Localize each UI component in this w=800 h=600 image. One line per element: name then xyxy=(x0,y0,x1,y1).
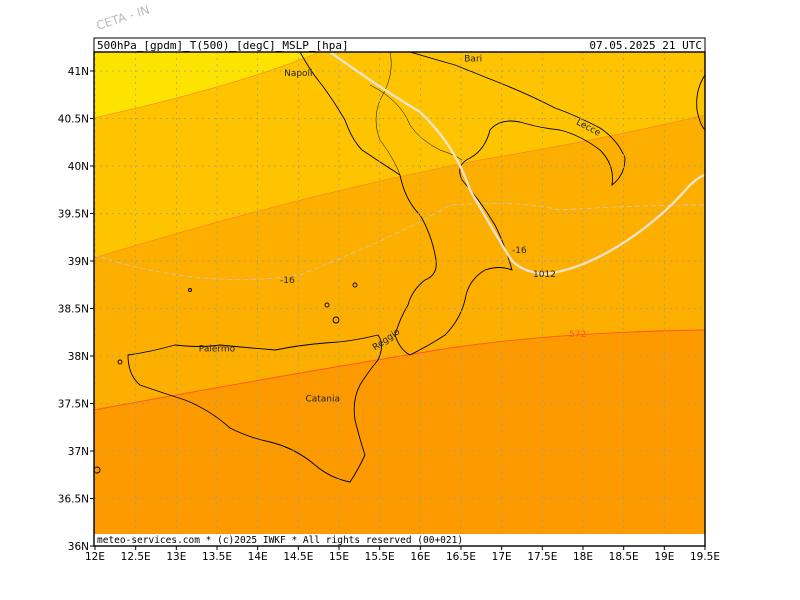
lat-tick-label: 36N xyxy=(68,541,89,553)
lon-tick-label: 16.5E xyxy=(446,551,476,563)
band-1 xyxy=(94,52,320,118)
lat-tick-label: 37N xyxy=(68,446,89,458)
lon-tick-label: 17.5E xyxy=(527,551,557,563)
lon-tick-label: 12E xyxy=(85,551,105,563)
temperature-label-a: -16 xyxy=(512,246,527,256)
lat-tick-label: 40.5N xyxy=(58,114,89,126)
lat-tick-label: 38.5N xyxy=(58,304,89,316)
temperature-label-b: -16 xyxy=(280,276,295,286)
lon-tick-label: 14E xyxy=(248,551,268,563)
isobar-contour xyxy=(329,52,705,276)
lon-tick-label: 12.5E xyxy=(121,551,151,563)
lat-tick-label: 39N xyxy=(68,256,89,268)
header-parameters: 500hPa_[gpdm]_T(500)_[degC]_MSLP_[hpa] xyxy=(97,39,349,52)
lon-tick-label: 18E xyxy=(573,551,593,563)
band-2 xyxy=(94,52,705,258)
watermark-text: CETA - IN xyxy=(95,3,152,33)
lat-tick-label: 41N xyxy=(68,66,89,78)
lon-tick-label: 17E xyxy=(492,551,512,563)
lon-tick-label: 15E xyxy=(329,551,349,563)
isobar-label: 1012 xyxy=(533,270,556,280)
lat-tick-label: 40N xyxy=(68,161,89,173)
coastline xyxy=(94,52,705,483)
lat-tick-label: 36.5N xyxy=(58,494,89,506)
lon-tick-label: 19.5E xyxy=(690,551,720,563)
map-frame xyxy=(93,51,706,547)
lon-tick-label: 16E xyxy=(410,551,430,563)
city-label-catania: Catania xyxy=(305,395,340,405)
temperature-contour xyxy=(94,202,705,280)
lon-tick-label: 13E xyxy=(166,551,186,563)
lon-tick-label: 19E xyxy=(654,551,674,563)
lat-axis: 41N 40.5N 40N 39.5N 39N 38.5N 38N 37.5N 37N 36.5N… xyxy=(58,66,94,553)
header-datetime: 07.05.2025 21 UTC xyxy=(589,39,702,52)
lat-tick-label: 39.5N xyxy=(58,209,89,221)
geopotential-contour xyxy=(94,329,705,411)
lon-tick-label: 18.5E xyxy=(609,551,639,563)
lat-tick-label: 38N xyxy=(68,351,89,363)
lon-tick-label: 14.5E xyxy=(283,551,313,563)
lon-tick-label: 15.5E xyxy=(365,551,395,563)
map-area xyxy=(94,52,705,534)
grid xyxy=(94,52,705,534)
city-label-bari: Bari xyxy=(464,55,482,65)
footer-copyright: meteo-services.com * (c)2025 IWKF * All … xyxy=(97,535,463,546)
geopotential-label: 572 xyxy=(569,330,586,340)
city-label-napoli: Napoli xyxy=(284,69,312,79)
lon-tick-label: 13.5E xyxy=(202,551,232,563)
geopotential-contour-top xyxy=(94,52,321,119)
city-label-palermo: Palermo xyxy=(199,344,236,354)
lon-axis: 12E 12.5E 13E 13.5E 14E 14.5E 15E 15.5E 16E 16.5E… xyxy=(85,546,720,563)
lat-tick-label: 37.5N xyxy=(58,399,89,411)
